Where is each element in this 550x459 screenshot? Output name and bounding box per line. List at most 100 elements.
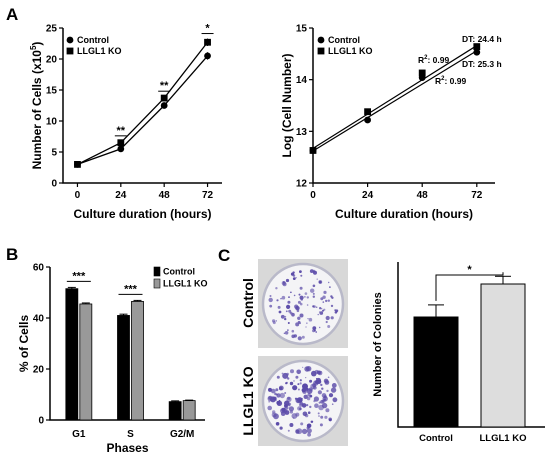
colony-dot [296,369,302,375]
colony-dot [284,392,287,394]
bar-ko [79,303,93,421]
colony-dot [287,329,289,331]
significance-bracket [435,272,504,301]
colony-dots-ko [267,366,338,437]
annotation-r2-ko: R2: 0.99 [418,55,449,65]
colony-dot [275,320,277,322]
x-tick-label: 0 [310,190,316,201]
colony-dot [318,401,321,404]
y-axis-label: Log (Cell Number) [280,53,294,157]
x-tick-label: G2/M [170,429,194,440]
colony-dot [322,301,325,303]
image-label-ko: LLGL1 KO [240,366,256,435]
y-axis-label: Number of Cells (x105) [29,42,44,170]
colony-dot [299,379,302,382]
colony-dot [273,413,279,420]
y-tick-label: 14 [296,75,308,86]
colony-dot [302,383,308,390]
x-tick-label: 24 [115,190,127,201]
colony-dot [331,296,334,299]
colony-dot [293,417,295,419]
series-line-1 [77,41,209,165]
chart-log-growth: 12 13 14 15 0 24 48 72 Culture duration (hours) L… [280,24,502,222]
colony-dot [307,318,309,320]
colony-dot [329,286,331,288]
legend-swatch-ko [153,278,161,289]
colony-dot [309,379,313,383]
y-tick-label: 20 [46,55,58,66]
colony-dot [269,295,272,297]
chart-cell-growth: 0 5 10 15 20 25 0 24 48 72 Culture duration (hours… [29,23,222,221]
colony-dot [292,385,298,391]
colony-dot [297,383,300,386]
colony-dot [286,304,291,309]
colony-dot [291,312,295,317]
legend-marker-circle [66,36,74,44]
colony-dot [276,400,283,406]
data-point-square [204,38,211,46]
colony-dot [289,381,294,386]
colony-dot [297,300,301,304]
r2-value: : 0.99 [427,55,449,65]
colony-dot [268,396,272,400]
colony-dot [325,408,330,413]
data-point-circle [117,145,125,153]
colony-dot [328,393,334,398]
colony-dot [278,310,282,314]
colony-dot [304,296,306,298]
colony-dot [330,304,334,308]
colony-dot [325,315,330,321]
x-tick-label: 0 [75,190,81,201]
colony-dot [303,394,308,399]
colony-dot [268,297,273,303]
legend-swatch-control [153,266,161,277]
y-axis-label-sup: 5 [29,45,38,50]
legend-label: Control [163,267,195,277]
colony-dot [328,417,333,422]
bar-ko [131,301,144,421]
colony-dot [318,311,321,313]
colony-dot [297,336,302,341]
colony-dot [330,316,334,320]
colony-images: Control LLGL1 KO [240,259,348,446]
chart-colonies: Control LLGL1 KO * Number of Colonies [372,262,545,444]
data-point-square [473,43,481,50]
colony-dot [318,404,324,411]
legend-label: Control [328,35,360,45]
colony-dot [283,332,286,334]
colony-dot [320,383,323,387]
significance-label: * [205,23,210,35]
colony-dot [291,329,295,333]
data-point-square [418,69,426,77]
y-tick-label: 13 [296,127,308,138]
colony-dot [285,310,288,313]
data-point-circle [473,48,481,56]
colony-dot [267,405,273,411]
colony-dot [295,375,299,379]
colony-dot [328,281,330,284]
data-point-square [160,94,168,102]
colony-dot [287,300,291,304]
colony-dot [284,331,289,335]
colony-dot [327,376,330,379]
r2-symbol: R [418,55,424,65]
bar-control [65,288,79,421]
colony-dot [268,401,270,403]
colony-dot [297,388,300,391]
colony-dot [294,304,299,309]
colony-dot [335,309,339,313]
colony-dot [312,295,315,298]
colony-dot [295,397,301,404]
colony-dot [268,387,272,392]
colony-dot [297,316,301,320]
colony-dot [306,426,310,430]
colony-dot [321,308,323,310]
colony-dot [320,415,324,419]
colony-dot [287,322,290,324]
colony-dot [291,334,296,339]
colony-dot [284,317,287,321]
colony-dot [316,377,321,383]
colony-dot [322,399,326,403]
x-axis-label: Culture duration (hours) [74,207,212,221]
